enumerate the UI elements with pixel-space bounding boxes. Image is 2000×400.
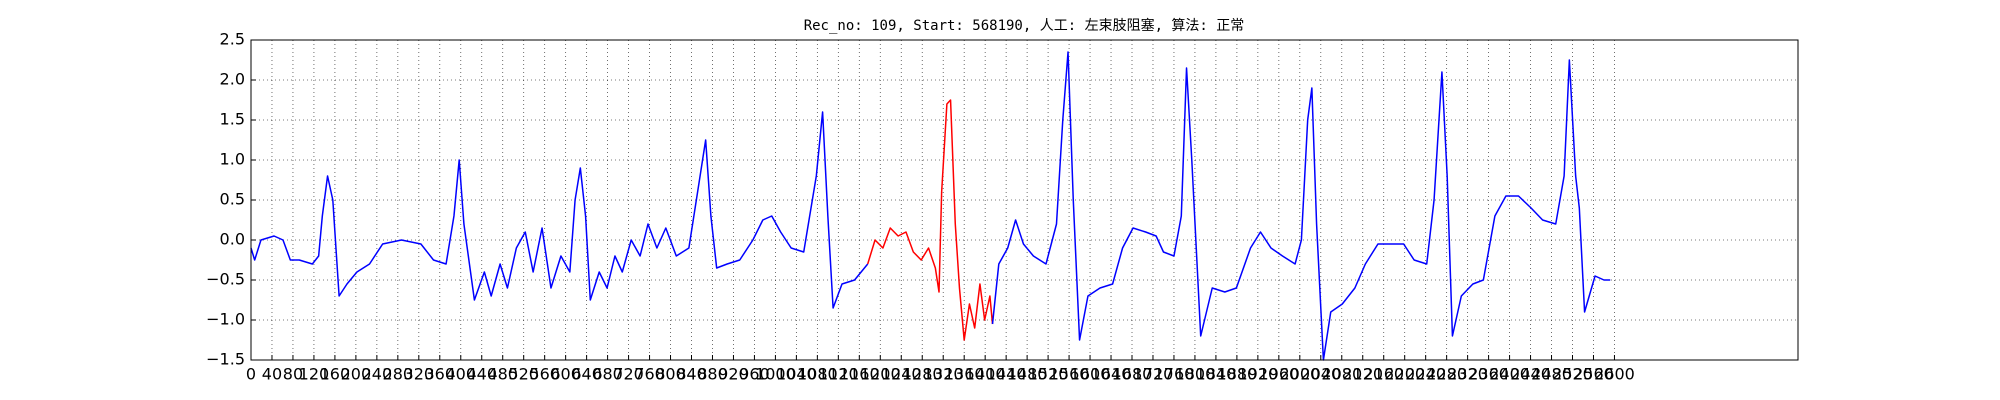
x-tick-label: 400 — [445, 365, 476, 384]
y-tick-label: −0.5 — [206, 270, 245, 289]
y-tick-label: −1.0 — [206, 310, 245, 329]
x-tick-label: 200 — [341, 365, 372, 384]
x-tick-label: 1040 — [776, 365, 817, 384]
x-tick-label: 560 — [529, 365, 560, 384]
y-tick-label: 2.5 — [220, 30, 245, 49]
x-tick-label: 2240 — [1405, 365, 1446, 384]
x-tick-label: 40 — [262, 365, 282, 384]
x-tick-label: 1680 — [1112, 365, 1153, 384]
x-tick-label: 1480 — [1007, 365, 1048, 384]
x-tick-label: 1200 — [860, 365, 901, 384]
x-tick-label: 240 — [362, 365, 393, 384]
x-tick-label: 2440 — [1510, 365, 1551, 384]
x-tick-label: 960 — [739, 365, 770, 384]
x-tick-label: 2320 — [1447, 365, 1488, 384]
y-tick-label: 2.0 — [220, 70, 245, 89]
x-tick-label: 2080 — [1321, 365, 1362, 384]
x-tick-label: 1600 — [1070, 365, 1111, 384]
x-tick-label: 1760 — [1154, 365, 1195, 384]
x-tick-label: 1440 — [986, 365, 1027, 384]
x-tick-label: 2040 — [1300, 365, 1341, 384]
x-tick-label: 1880 — [1217, 365, 1258, 384]
x-tick-label: 1800 — [1175, 365, 1216, 384]
x-tick-label: 1520 — [1028, 365, 1069, 384]
y-tick-label: 1.5 — [220, 110, 245, 129]
x-tick-label: 1400 — [965, 365, 1006, 384]
x-tick-label: 1720 — [1133, 365, 1174, 384]
x-tick-label: 1280 — [902, 365, 943, 384]
x-tick-label: 1560 — [1049, 365, 1090, 384]
x-tick-label: 1960 — [1258, 365, 1299, 384]
x-tick-label: 1080 — [797, 365, 838, 384]
x-tick-label: 1160 — [839, 365, 880, 384]
x-tick-label: 2280 — [1426, 365, 1467, 384]
y-tick-label: −1.5 — [206, 350, 245, 369]
x-tick-label: 360 — [425, 365, 456, 384]
x-tick-label: 2120 — [1342, 365, 1383, 384]
line-series — [991, 51, 1611, 361]
line-series — [866, 99, 994, 341]
x-tick-label: 1000 — [755, 365, 796, 384]
y-tick-label: 1.0 — [220, 150, 245, 169]
x-tick-label: 800 — [655, 365, 686, 384]
x-tick-label: 840 — [676, 365, 707, 384]
x-tick-label: 1840 — [1196, 365, 1237, 384]
x-tick-label: 600 — [550, 365, 581, 384]
x-tick-label: 2400 — [1489, 365, 1530, 384]
x-tick-label: 440 — [466, 365, 497, 384]
x-tick-label: 1360 — [944, 365, 985, 384]
x-tick-label: 480 — [487, 365, 518, 384]
x-tick-label: 640 — [571, 365, 602, 384]
x-tick-label: 520 — [508, 365, 539, 384]
x-tick-label: 0 — [246, 365, 256, 384]
x-tick-label: 2160 — [1363, 365, 1404, 384]
line-series — [250, 111, 869, 309]
x-tick-label: 160 — [320, 365, 351, 384]
chart-title: Rec_no: 109, Start: 568190, 人工: 左束肢阻塞, 算… — [804, 17, 1245, 34]
x-tick-label: 120 — [299, 365, 330, 384]
x-tick-label: 1920 — [1238, 365, 1279, 384]
x-tick-label: 920 — [718, 365, 749, 384]
x-tick-label: 2520 — [1552, 365, 1593, 384]
x-tick-label: 320 — [404, 365, 435, 384]
x-tick-label: 720 — [613, 365, 644, 384]
x-tick-label: 2360 — [1468, 365, 1509, 384]
x-tick-label: 680 — [592, 365, 623, 384]
x-tick-label: 2480 — [1531, 365, 1572, 384]
x-tick-label: 1240 — [881, 365, 922, 384]
x-tick-label: 280 — [383, 365, 414, 384]
x-tick-label: 2200 — [1384, 365, 1425, 384]
x-tick-label: 1640 — [1091, 365, 1132, 384]
x-tick-label: 2000 — [1279, 365, 1320, 384]
x-tick-label: 2560 — [1573, 365, 1614, 384]
x-tick-label: 1120 — [818, 365, 859, 384]
y-tick-label: 0.5 — [220, 190, 245, 209]
y-tick-label: 0.0 — [220, 230, 245, 249]
x-tick-label: 80 — [283, 365, 303, 384]
x-tick-label: 2600 — [1594, 365, 1635, 384]
x-tick-label: 760 — [634, 365, 665, 384]
x-tick-label: 1320 — [923, 365, 964, 384]
x-tick-label: 880 — [697, 365, 728, 384]
plot-frame — [250, 39, 1799, 361]
